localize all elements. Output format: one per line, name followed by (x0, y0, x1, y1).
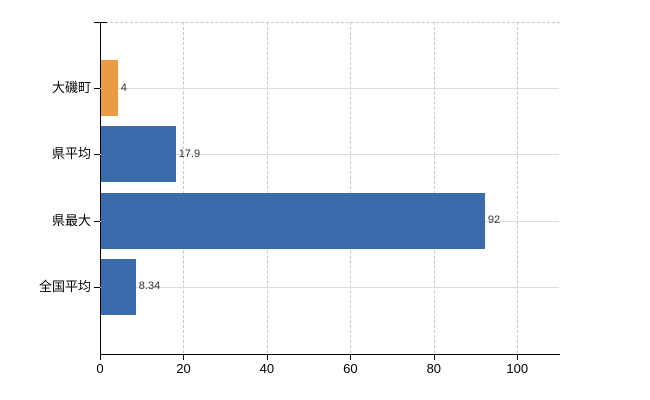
x-axis-tick (183, 354, 185, 360)
y-axis-tick (94, 220, 100, 222)
bar-value-label: 17.9 (178, 147, 201, 160)
bar-value-label: 4 (120, 81, 127, 94)
horizontal-gridline (100, 88, 559, 90)
x-axis-tick (517, 354, 519, 360)
bar-value-label: 92 (487, 214, 501, 227)
category-label: 県最大 (51, 212, 91, 228)
y-axis-tick (94, 154, 100, 156)
category-label: 全国平均 (38, 278, 91, 294)
y-axis-tick (94, 286, 100, 288)
data-bar (101, 192, 485, 249)
vertical-gridline (517, 22, 519, 353)
horizontal-gridline (100, 286, 559, 288)
x-axis-tick (350, 354, 352, 360)
x-axis-tick (266, 354, 268, 360)
x-axis-tick-label: 60 (343, 361, 358, 376)
vertical-gridline (183, 22, 185, 353)
y-axis-top-cap (94, 22, 107, 23)
category-label: 県平均 (51, 146, 91, 162)
horizontal-gridline (100, 154, 559, 156)
data-bar (101, 126, 176, 183)
x-axis-tick (100, 354, 101, 360)
bar-value-label: 8.34 (138, 280, 161, 293)
x-axis-tick (433, 354, 435, 360)
vertical-gridline (350, 22, 352, 353)
vertical-gridline (433, 22, 435, 353)
vertical-gridline (266, 22, 268, 353)
x-axis-tick-label: 100 (506, 361, 529, 376)
plot-area (100, 22, 560, 355)
x-axis-tick-label: 0 (96, 361, 104, 376)
data-bar (101, 60, 118, 117)
x-axis-tick-label: 80 (426, 361, 442, 376)
data-bar (101, 258, 136, 315)
y-axis-tick (94, 88, 100, 90)
x-axis-tick-label: 40 (259, 361, 275, 376)
category-label: 大磯町 (51, 80, 91, 96)
x-axis-tick-label: 20 (176, 361, 191, 376)
